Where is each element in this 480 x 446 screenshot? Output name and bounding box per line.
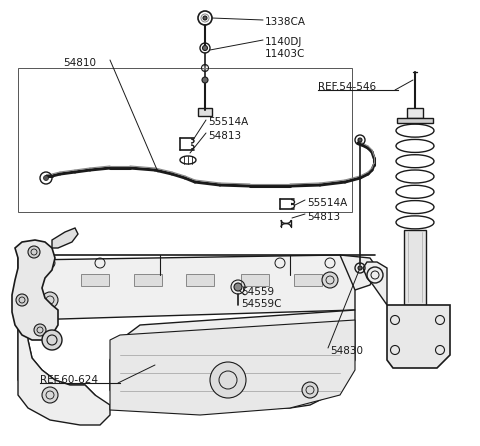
Circle shape (44, 175, 48, 181)
Bar (81, 274, 109, 286)
Bar (407, 108, 423, 118)
Text: 1140DJ: 1140DJ (265, 37, 302, 47)
Text: 54559: 54559 (241, 287, 274, 297)
Circle shape (234, 283, 242, 291)
Text: 54559C: 54559C (241, 299, 281, 309)
Text: 55514A: 55514A (307, 198, 347, 208)
Circle shape (34, 324, 46, 336)
Polygon shape (110, 320, 355, 415)
Circle shape (28, 246, 40, 258)
Bar (404, 230, 426, 305)
Text: 54830: 54830 (330, 346, 363, 356)
Circle shape (210, 362, 246, 398)
Circle shape (203, 16, 207, 20)
Circle shape (203, 45, 207, 50)
Circle shape (16, 294, 28, 306)
Polygon shape (110, 310, 355, 410)
Text: 54813: 54813 (307, 212, 340, 222)
Text: 1338CA: 1338CA (265, 17, 306, 27)
Circle shape (302, 382, 318, 398)
Polygon shape (387, 305, 450, 368)
Circle shape (322, 272, 338, 288)
Bar (18, 68, 352, 212)
Bar (198, 108, 212, 116)
Bar (241, 274, 269, 286)
Circle shape (202, 77, 208, 83)
Polygon shape (52, 228, 78, 248)
Bar (294, 274, 322, 286)
Text: 54810: 54810 (63, 58, 96, 68)
Polygon shape (18, 320, 110, 425)
Circle shape (358, 266, 362, 270)
Polygon shape (18, 255, 95, 415)
Polygon shape (12, 240, 58, 340)
Circle shape (42, 387, 58, 403)
Circle shape (42, 292, 58, 308)
Polygon shape (363, 262, 387, 305)
Text: 11403C: 11403C (265, 49, 305, 59)
Bar (134, 274, 162, 286)
Text: REF.54-546: REF.54-546 (318, 82, 376, 92)
Polygon shape (340, 255, 375, 290)
Text: 54813: 54813 (208, 131, 241, 141)
Bar (397, 118, 433, 123)
Text: 55514A: 55514A (208, 117, 248, 127)
Circle shape (42, 330, 62, 350)
Bar (186, 274, 214, 286)
Text: REF.60-624: REF.60-624 (40, 375, 98, 385)
Circle shape (358, 138, 362, 142)
Polygon shape (18, 255, 355, 320)
